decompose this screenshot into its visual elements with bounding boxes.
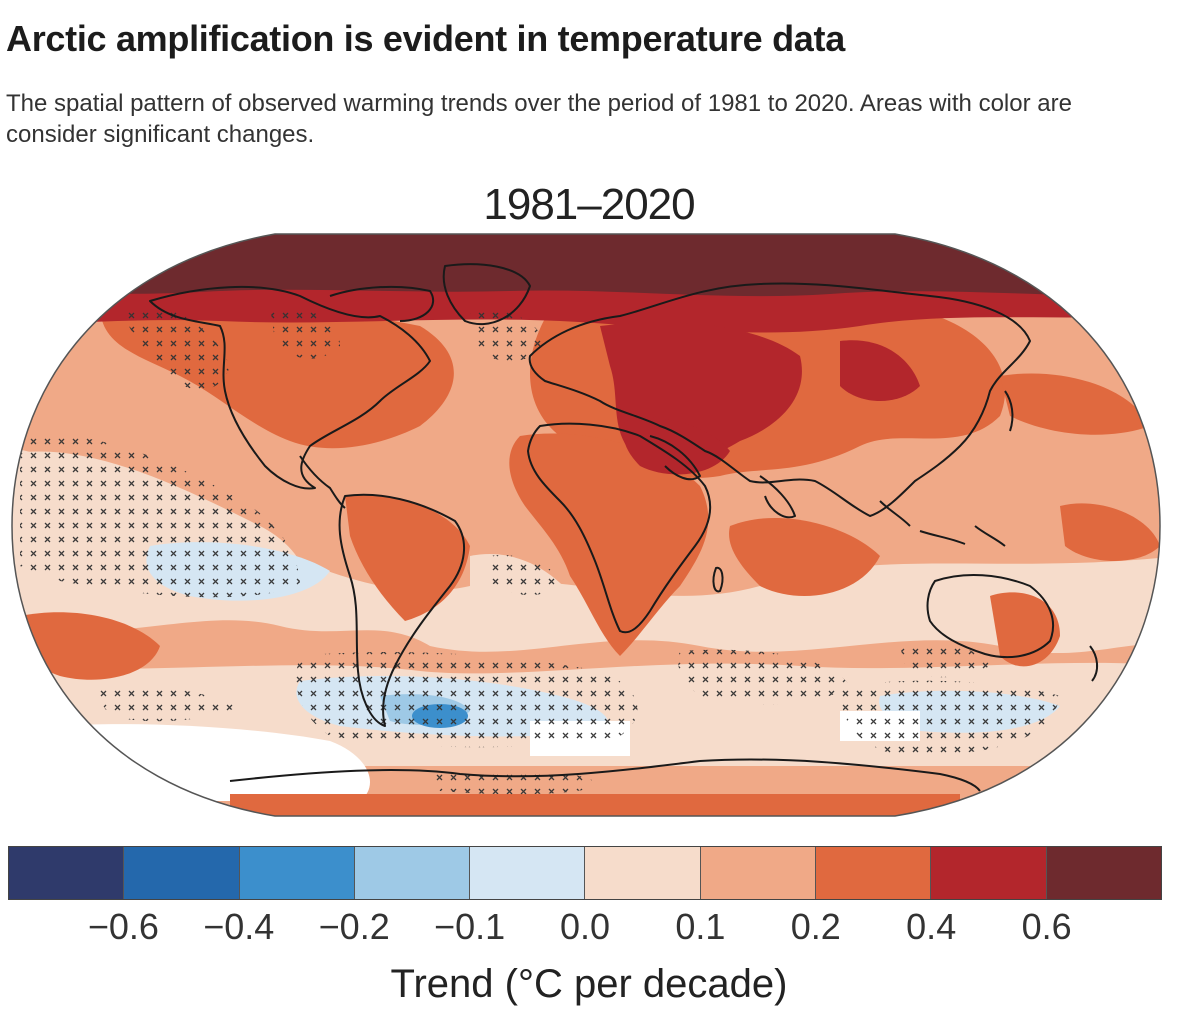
hatching-overlay xyxy=(20,305,1060,795)
warm-west-pacific xyxy=(1060,503,1160,561)
globe-outline xyxy=(11,233,1161,817)
colorbar-segment xyxy=(9,847,125,899)
colorbar-segment xyxy=(816,847,932,899)
colorbar-tick-label: 0.6 xyxy=(1021,906,1072,947)
hot-east-asia xyxy=(840,340,920,401)
colorbar-label: Trend (°C per decade) xyxy=(390,962,788,1006)
world-map-svg xyxy=(11,233,1161,817)
coastlines xyxy=(149,263,1098,792)
warm-africa xyxy=(509,433,709,656)
colorbar-segment xyxy=(585,847,701,899)
colorbar-segment xyxy=(470,847,586,899)
chart-title: Arctic amplification is evident in tempe… xyxy=(6,18,845,59)
antarctica-rim xyxy=(230,794,960,816)
colorbar-tick-label: −0.2 xyxy=(318,906,390,947)
world-map xyxy=(0,226,1178,826)
chart-subtitle: The spatial pattern of observed warming … xyxy=(6,90,1072,148)
colorbar-tick-label: −0.4 xyxy=(203,906,275,947)
colorbar-segment xyxy=(1046,847,1161,899)
colorbar-segment xyxy=(354,847,471,899)
colorbar-segment xyxy=(239,847,355,899)
colorbar-segment xyxy=(931,847,1047,899)
colorbar-segment xyxy=(700,847,817,899)
warm-east-pacific xyxy=(19,612,161,680)
colorbar-tick-label: 0.2 xyxy=(790,906,841,947)
warm-south-america xyxy=(345,495,470,621)
colorbar xyxy=(8,846,1162,900)
hot-arabia xyxy=(623,417,730,475)
map-period-label: 1981–2020 xyxy=(483,180,695,229)
hottest-arctic xyxy=(12,234,1160,297)
warm-north-pacific xyxy=(1000,373,1150,435)
colorbar-tick-label: 0.1 xyxy=(675,906,726,947)
warm-indian-ocean xyxy=(729,517,880,596)
colorbar-tick-label: −0.1 xyxy=(434,906,506,947)
colorbar-tick-label: 0.0 xyxy=(559,906,611,947)
colorbar-segment xyxy=(124,847,240,899)
colorbar-ticks: −0.6 −0.4 −0.2 −0.1 0.0 0.1 0.2 0.4 0.6 xyxy=(0,906,1178,950)
colorbar-tick-label: −0.6 xyxy=(87,906,159,947)
colorbar-tick-label: 0.4 xyxy=(906,906,957,947)
